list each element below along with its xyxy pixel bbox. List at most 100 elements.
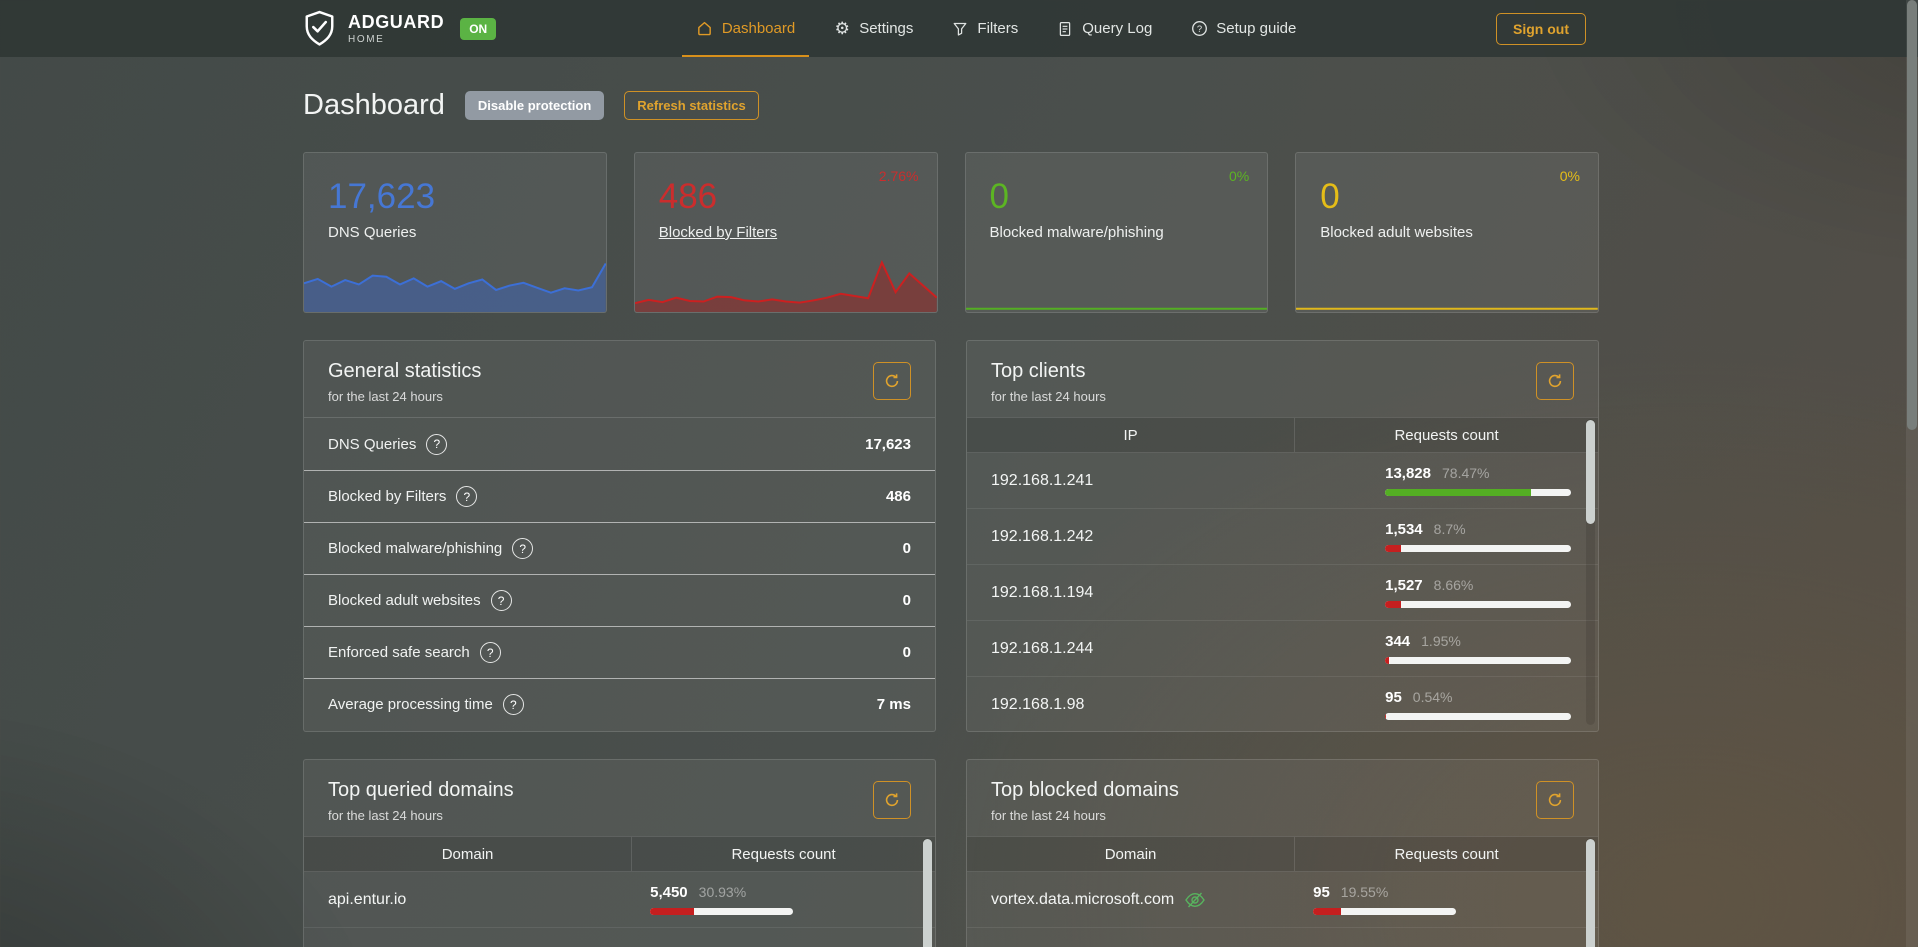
progress-bar [1313, 908, 1457, 915]
requests-count: 344 [1385, 633, 1411, 650]
column-header-requests: Requests count [1394, 845, 1499, 863]
nav-item-filters[interactable]: Filters [951, 0, 1018, 57]
help-icon[interactable]: ? [502, 694, 524, 715]
top-queried-domains-panel: Top queried domains for the last 24 hour… [303, 759, 936, 947]
client-ip: 192.168.1.98 [991, 695, 1085, 713]
requests-percent: 0.54% [1412, 689, 1453, 705]
gear-icon: ⚙ [834, 19, 850, 38]
help-icon[interactable]: ? [426, 433, 448, 455]
requests-count: 13,828 [1385, 465, 1431, 482]
panel-subtitle: for the last 24 hours [328, 389, 443, 404]
requests-count: 5,450 [650, 884, 688, 901]
requests-percent: 78.47% [1442, 465, 1490, 481]
sparkline-chart [966, 254, 1268, 312]
refresh-button[interactable] [1536, 781, 1574, 819]
sparkline-chart [634, 254, 937, 312]
stat-cards: 17,623 DNS Queries 2.76% 486 Blocked by … [303, 152, 1599, 313]
card-percent: 0% [1559, 168, 1580, 184]
navbar: ADGUARD HOME ON Dashboard ⚙ Settings Fil… [0, 0, 1918, 57]
panel-subtitle: for the last 24 hours [991, 808, 1106, 823]
panel-subtitle: for the last 24 hours [328, 808, 443, 823]
nav-item-settings[interactable]: ⚙ Settings [834, 19, 914, 38]
brand: ADGUARD HOME ON [303, 10, 497, 48]
domain-name: api.entur.io [328, 890, 407, 908]
client-row: 192.168.1.244 344 1.95% [967, 621, 1598, 677]
panel-scrollbar[interactable] [1586, 838, 1595, 947]
column-header-domain: Domain [304, 837, 633, 871]
stat-value: 0 [902, 592, 911, 609]
refresh-icon [1548, 793, 1562, 807]
refresh-button[interactable] [1536, 362, 1574, 400]
card-percent: 0% [1229, 168, 1250, 184]
column-header-domain: Domain [967, 837, 1296, 871]
requests-percent: 30.93% [698, 884, 747, 900]
help-icon[interactable]: ? [490, 590, 512, 611]
panel-scrollbar[interactable] [1586, 419, 1595, 725]
nav-item-query-log[interactable]: Query Log [1056, 0, 1152, 57]
client-row: 192.168.1.98 95 0.54% [967, 677, 1598, 731]
panel-scrollbar-thumb[interactable] [1586, 839, 1595, 947]
progress-bar [1385, 657, 1572, 664]
sparkline-chart [1296, 254, 1598, 312]
panel-scrollbar-thumb[interactable] [1586, 420, 1595, 524]
stat-row: Blocked malware/phishing? 0 [304, 522, 935, 574]
refresh-statistics-button[interactable]: Refresh statistics [624, 91, 759, 120]
client-ip: 192.168.1.244 [991, 639, 1094, 657]
card-value: 0 [989, 177, 1009, 216]
refresh-button[interactable] [873, 781, 911, 819]
sign-out-button[interactable]: Sign out [1496, 12, 1586, 45]
nav-item-setup-guide[interactable]: ? Setup guide [1190, 0, 1296, 57]
help-icon[interactable]: ? [456, 486, 478, 507]
page-title: Dashboard [303, 89, 445, 121]
page-scrollbar-thumb[interactable] [1907, 0, 1917, 430]
requests-count: 95 [1385, 689, 1402, 706]
blocked-by-filters-link[interactable]: Blocked by Filters [658, 223, 778, 241]
column-header-ip: IP [967, 418, 1296, 452]
requests-percent: 19.55% [1340, 884, 1389, 900]
stat-value: 486 [885, 488, 911, 505]
main-nav: Dashboard ⚙ Settings Filters [496, 0, 1496, 57]
stat-value: 7 ms [876, 696, 911, 713]
stat-row: Blocked adult websites? 0 [304, 574, 935, 626]
refresh-button[interactable] [873, 362, 911, 400]
card-label: Blocked malware/phishing [989, 223, 1164, 241]
panel-title: Top queried domains [328, 779, 514, 801]
progress-bar [1385, 489, 1572, 496]
table-header: Domain Requests count [304, 836, 935, 872]
domain-name: vortex.data.microsoft.com [991, 890, 1175, 908]
sparkline-chart [304, 254, 606, 312]
client-row: 192.168.1.242 1,534 8.7% [967, 509, 1598, 565]
client-ip: 192.168.1.241 [991, 471, 1094, 489]
stat-row: Blocked by Filters? 486 [304, 470, 935, 522]
help-icon[interactable]: ? [479, 642, 501, 663]
client-row: 192.168.1.194 1,527 8.66% [967, 565, 1598, 621]
client-row: 192.168.1.241 13,828 78.47% [967, 453, 1598, 509]
help-icon[interactable]: ? [512, 538, 534, 559]
stat-value: 17,623 [865, 435, 911, 453]
top-blocked-domains-panel: Top blocked domains for the last 24 hour… [966, 759, 1599, 947]
client-ip: 192.168.1.194 [991, 583, 1094, 601]
panels-row-1: General statistics for the last 24 hours… [303, 340, 1599, 732]
shield-logo-icon [303, 10, 336, 48]
svg-text:?: ? [1197, 24, 1202, 35]
requests-count: 1,534 [1385, 521, 1423, 538]
card-dns-queries: 17,623 DNS Queries [303, 152, 607, 313]
requests-count: 1,527 [1385, 577, 1423, 594]
home-icon [696, 20, 714, 38]
nav-item-dashboard[interactable]: Dashboard [681, 0, 810, 57]
disable-protection-button[interactable]: Disable protection [464, 91, 605, 120]
progress-bar [1385, 601, 1572, 608]
protection-status-badge: ON [460, 17, 497, 40]
requests-percent: 8.66% [1433, 577, 1474, 593]
card-blocked-adult: 0% 0 Blocked adult websites [1295, 152, 1599, 313]
requests-percent: 8.7% [1433, 521, 1466, 537]
page-scrollbar[interactable] [1906, 0, 1918, 947]
client-ip: 192.168.1.242 [991, 527, 1094, 545]
eye-off-icon [1184, 889, 1206, 911]
progress-bar [1385, 545, 1572, 552]
help-circle-icon: ? [1190, 20, 1208, 38]
card-percent: 2.76% [878, 168, 919, 184]
panel-scrollbar[interactable] [923, 838, 932, 947]
panel-title: Top clients [991, 360, 1086, 382]
panel-scrollbar-thumb[interactable] [923, 839, 932, 947]
